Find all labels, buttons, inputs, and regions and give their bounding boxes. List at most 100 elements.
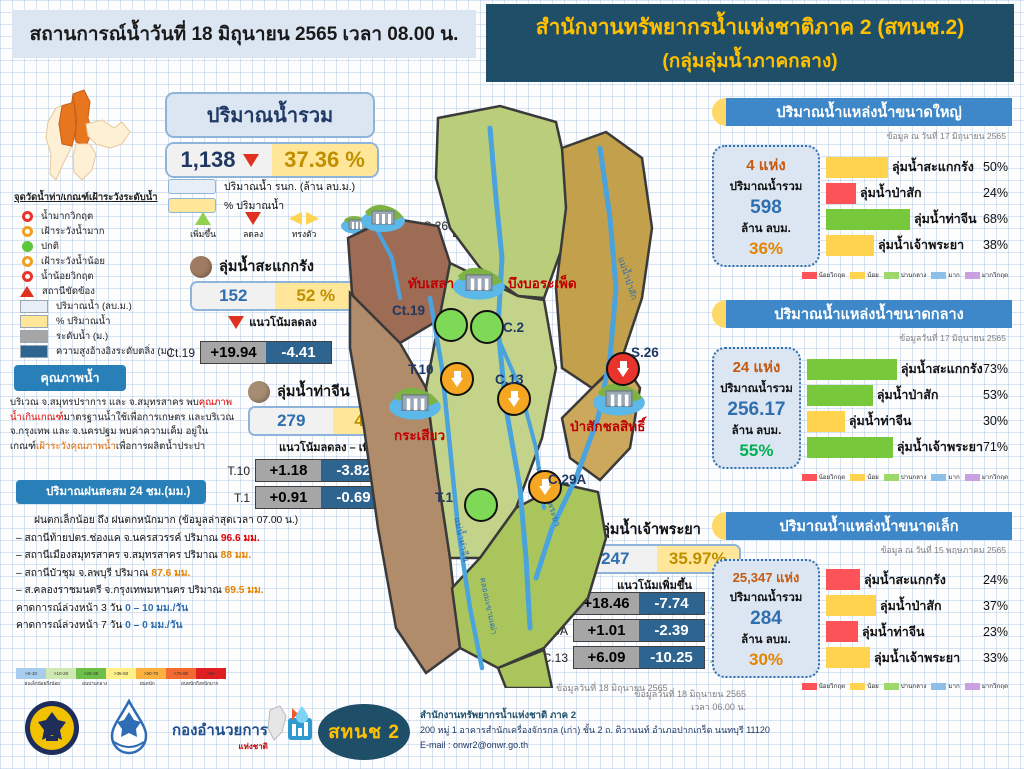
cat-high: มาก [931, 270, 960, 280]
kpi-volume: 598 [750, 197, 782, 218]
wq-line1b: คุณภาพ [198, 397, 233, 408]
legend-swatch-volume: ปริมาณน้ำ (ลบ.ม.) [14, 299, 196, 314]
map-label-c2: C.2 [503, 320, 525, 335]
cat-critical-high: มากวิกฤต [964, 681, 1008, 691]
row-bar [806, 384, 873, 406]
panel-row: ลุ่มน้ำป่าสัก 24% [826, 182, 1012, 204]
kpi-count: 25,347 แห่ง [732, 570, 800, 585]
scale-bucket: >90 [196, 668, 226, 679]
cat-swatch-icon [964, 682, 980, 690]
map-station-t1[interactable] [464, 488, 498, 522]
cat-label: น้อยวิกฤต [818, 272, 846, 279]
row-percent: 24% [982, 186, 1008, 200]
legend-swatch-bank: ความสูงอ้างอิงระดับตลิ่ง (ม.) [14, 344, 196, 359]
cat-swatch-icon [801, 473, 817, 481]
swatch-bank-icon [20, 345, 48, 358]
row-bar [806, 358, 897, 380]
row-percent: 68% [982, 212, 1008, 226]
cat-critical-high: มากวิกฤต [964, 472, 1008, 482]
dam-label-thapsalao: ทับเสลา [408, 276, 455, 291]
kpi-unit: ล้าน ลบม. [741, 223, 791, 235]
row-name: ลุ่มน้ำสะแกกรัง [900, 362, 983, 376]
cat-swatch-icon [964, 473, 980, 481]
kpi-percent: 36% [748, 239, 784, 258]
forecast-3day-value: 0 – 10 มม./วัน [125, 602, 189, 614]
row-percent: 37% [982, 598, 1008, 613]
rain-st-1-value: 88 มม. [220, 550, 252, 561]
station-bank: -10.25 [639, 647, 704, 668]
panel-asof: ข้อมูลวันที่ 17 มิถุนายน 2565 [899, 333, 1006, 343]
total-legend: ปริมาณน้ำ รนก. (ล้าน ลบ.ม.) % ปริมาณน้ำ [168, 178, 388, 214]
water-quality-pill: คุณภาพน้ำ [14, 365, 126, 391]
total-water-card: ปริมาณน้ำรวม 1,138 37.36 % [165, 92, 379, 178]
scale-label: ฝนเล็กน้อยถึงน้อย [24, 681, 60, 686]
footer-email: E-mail : onwr2@onwr.go.th [420, 740, 529, 750]
legend-item-watch-high: เฝ้าระวังน้ำมาก [14, 224, 196, 239]
row-name: ลุ่มน้ำสะแกกรัง [892, 160, 974, 174]
status-dot-normal-icon [22, 241, 33, 252]
map-station-c2[interactable] [470, 310, 504, 344]
swatch-percent-icon [20, 315, 48, 328]
arrow-down-icon [617, 368, 629, 377]
warning-triangle-icon [20, 286, 34, 297]
rain-st-2-value: 87.6 มม. [151, 567, 191, 579]
wq-line2b: มาตรฐานน้ำใช้เพื่อการเกษตร และบริเวณ [63, 411, 235, 423]
header-org-banner: สำนักงานทรัพยากรน้ำแห่งชาติภาค 2 (สทนช.2… [488, 6, 1012, 80]
basin-name: ลุ่มน้ำสะแกกรัง [219, 259, 314, 275]
trend-down-icon [242, 153, 259, 167]
rainfall-badge-label: ปริมาณฝนสะสม 24 ชม.(มม.) [46, 486, 191, 498]
total-water-title: ปริมาณน้ำรวม [206, 105, 334, 127]
kpi-count: 4 แห่ง [746, 157, 786, 174]
map-station-c13[interactable] [497, 382, 531, 416]
swatch-percent-icon [168, 198, 216, 213]
total-water-percent: 37.36 % [272, 144, 377, 176]
cat-low: น้อย [850, 270, 879, 280]
row-percent: 50% [982, 160, 1008, 174]
cat-label: ปานกลาง [900, 474, 927, 481]
category-legend: น้อยวิกฤต น้อย ปานกลาง มาก มากวิกฤต [712, 681, 1012, 691]
badge-text: สทนช 2 [328, 722, 400, 743]
map-station-s26[interactable] [606, 352, 640, 386]
panel-row: ลุ่มน้ำสะแกกรัง 50% [826, 156, 1012, 178]
cat-critical-low: น้อยวิกฤต [801, 270, 846, 280]
map-station-ct19[interactable] [434, 308, 468, 342]
rainfall-station-row: – สถานีบัวชุม จ.ลพบุรี ปริมาณ 87.6 มม. [16, 565, 346, 583]
row-bar [826, 234, 874, 256]
forecast-3day: คาดการณ์ล่วงหน้า 3 วัน 0 – 10 มม./วัน [16, 600, 346, 618]
scale-label: ฝนปานกลาง [82, 681, 108, 686]
cat-label: มาก [948, 683, 960, 690]
garuda-emblem-logo [25, 701, 79, 755]
station-level: +1.01 [574, 620, 639, 641]
cat-swatch-icon [883, 271, 899, 279]
legend-swatch-percent: % ปริมาณน้ำ [14, 314, 196, 329]
water-quality-text: บริเวณ จ.สมุทรปราการ และ จ.สมุทรสาคร พบค… [10, 396, 310, 454]
forecast-7day-value: 0 – 0 มม./วัน [125, 620, 183, 631]
row-percent: 53% [982, 388, 1008, 402]
station-rows-thachin: T.10 +1.18 -3.82 T.1 +0.91 -0.69 [210, 455, 404, 509]
footer-asof-date: ข้อมูลวันที่ 18 มิถุนายน 2565 [634, 689, 746, 699]
arrow-stem [453, 371, 461, 378]
rain-st-3-text: – ส.คลองราชมนตรี จ.กรุงเทพมหานคร ปริมาณ [16, 585, 225, 596]
cat-medium: ปานกลาง [883, 472, 927, 482]
cat-swatch-icon [850, 473, 866, 481]
station-legend: จุดวัดน้ำท่า/เกณฑ์เฝ้าระวังระดับน้ำ น้ำม… [14, 190, 196, 359]
cat-label: น้อย [867, 474, 879, 481]
cat-critical-high: มากวิกฤต [964, 270, 1008, 280]
kpi-count-label: ปริมาณน้ำรวม [720, 383, 793, 395]
basin-volume: 279 [250, 408, 333, 434]
map-station-t10[interactable] [440, 362, 474, 396]
station-bank: -4.41 [266, 342, 331, 363]
row-name: ลุ่มน้ำป่าสัก [860, 186, 922, 200]
station-level: +19.94 [201, 342, 266, 363]
map-station-c29a[interactable] [528, 470, 562, 504]
rainfall-station-row: – ส.คลองราชมนตรี จ.กรุงเทพมหานคร ปริมาณ … [16, 582, 346, 600]
header-date-banner: สถานการณ์น้ำวันที่ 18 มิถุนายน 2565 เวลา… [12, 10, 476, 58]
cat-medium: ปานกลาง [883, 270, 926, 280]
station-code: T.1 [233, 490, 250, 505]
cat-swatch-icon [883, 473, 899, 481]
dam-label-buengboraphet: บึงบอระเพ็ด [508, 276, 577, 291]
status-dot-critical-low-icon [22, 271, 33, 282]
panel-title: ปริมาณน้ำแหล่งน้ำขนาดใหญ่ [776, 104, 962, 121]
forecast-7day-label: คาดการณ์ล่วงหน้า 7 วัน [16, 620, 126, 631]
panel-small-reservoirs: ปริมาณน้ำแหล่งน้ำขนาดเล็ก ข้อมูล ณ วันที… [712, 512, 1012, 691]
